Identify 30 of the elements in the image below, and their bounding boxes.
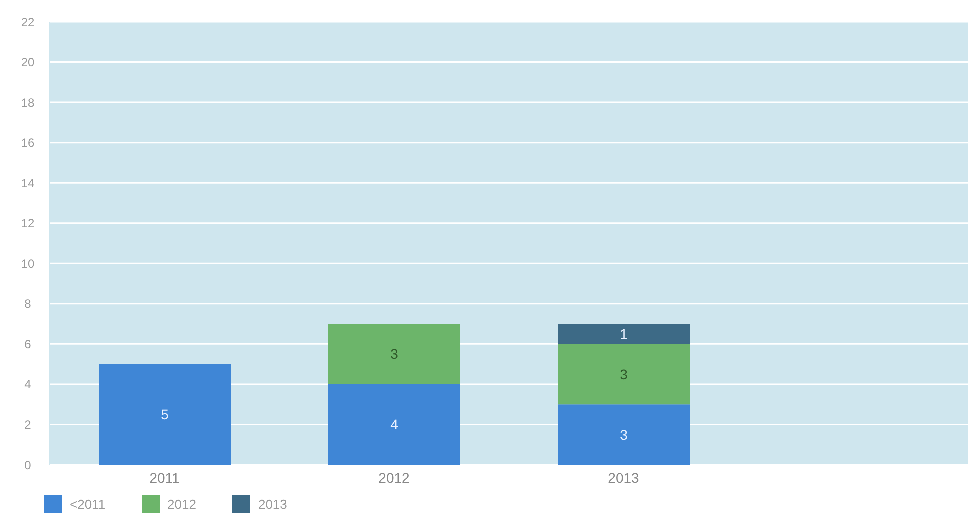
y-tick-label: 12 <box>21 216 35 231</box>
bar <box>558 404 690 465</box>
y-tick-label: 16 <box>21 136 35 150</box>
legend-label: <2011 <box>69 496 106 513</box>
bar <box>328 324 460 384</box>
x-tick-label: 2012 <box>378 470 410 486</box>
y-tick-label: 8 <box>24 297 32 312</box>
data-label: 3 <box>390 346 399 362</box>
data-label: 1 <box>620 326 628 342</box>
data-label: 3 <box>620 366 628 382</box>
y-tick-label: 4 <box>24 378 32 392</box>
y-tick-label: 10 <box>21 256 35 271</box>
y-tick-label: 18 <box>21 96 35 110</box>
y-tick-label: 22 <box>21 15 35 30</box>
data-label: 5 <box>161 406 170 423</box>
data-label: 3 <box>620 426 628 443</box>
data-label: 4 <box>390 416 399 433</box>
y-tick-label: 14 <box>21 176 35 190</box>
x-tick-label: 2013 <box>608 470 640 486</box>
y-tick-label: 6 <box>24 337 32 352</box>
bar <box>558 324 690 344</box>
legend-label: 2013 <box>257 496 288 513</box>
y-tick-label: 2 <box>24 418 32 432</box>
y-tick-label: 0 <box>24 458 32 472</box>
x-tick-label: 2011 <box>150 470 180 486</box>
bar <box>328 384 460 465</box>
y-tick-label: 20 <box>21 56 35 70</box>
bar <box>558 344 690 405</box>
bar <box>99 364 231 465</box>
legend-label: 2012 <box>166 496 196 513</box>
